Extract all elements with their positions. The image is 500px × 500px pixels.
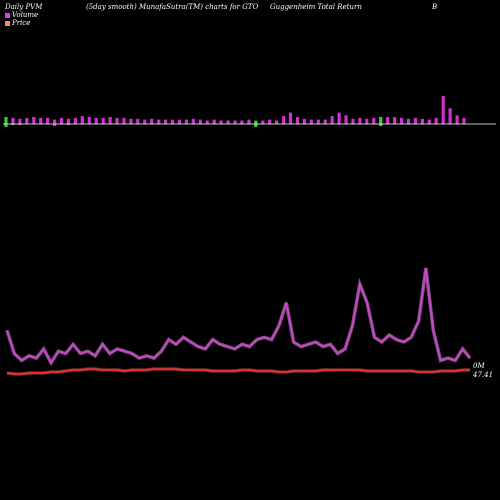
- volume-bar: [309, 119, 313, 124]
- volume-bar: [247, 119, 251, 124]
- legend-volume-swatch: [5, 12, 10, 18]
- volume-bar: [39, 117, 43, 124]
- volume-bar: [358, 117, 362, 124]
- volume-line: [6, 267, 471, 365]
- volume-bar: [115, 117, 119, 124]
- volume-bar: [295, 117, 300, 124]
- volume-bar: [59, 117, 64, 124]
- volume-bar: [184, 119, 188, 124]
- chart-title: (5day smooth) MunafaSutra(TM) charts for…: [86, 3, 259, 11]
- volume-bar: [406, 118, 411, 125]
- volume-bar: [268, 119, 272, 124]
- volume-bar: [261, 120, 265, 124]
- volume-bar: [212, 119, 216, 124]
- volume-bar-negative: [11, 124, 15, 125]
- volume-bar: [413, 117, 417, 124]
- volume-bar: [129, 118, 133, 125]
- volume-bar: [73, 117, 77, 124]
- volume-bar: [275, 120, 279, 124]
- volume-bar: [122, 117, 126, 124]
- volume-bar: [379, 117, 383, 124]
- volume-bar: [240, 120, 244, 124]
- volume-bar-negative: [4, 124, 8, 127]
- volume-bar: [87, 117, 91, 124]
- volume-bar: [372, 117, 376, 124]
- legend-price: Price: [5, 19, 30, 27]
- volume-bar: [302, 118, 306, 125]
- volume-bar: [170, 119, 175, 124]
- volume-bar: [233, 120, 237, 124]
- volume-bar: [393, 117, 397, 124]
- volume-bar: [164, 119, 168, 124]
- volume-bar: [323, 119, 327, 124]
- volume-bar: [143, 119, 147, 124]
- volume-bar: [150, 118, 154, 125]
- volume-bar-negative: [18, 124, 22, 125]
- volume-bar: [462, 117, 466, 124]
- volume-bar: [191, 118, 195, 125]
- volume-bar: [427, 119, 431, 124]
- volume-bar: [448, 108, 452, 125]
- volume-bar: [177, 119, 182, 124]
- fund-suffix: B: [432, 3, 438, 11]
- volume-bar-negative: [379, 124, 383, 126]
- volume-bar: [108, 117, 112, 124]
- volume-bar: [434, 117, 438, 124]
- volume-bar: [219, 120, 223, 124]
- volume-bar: [344, 115, 348, 125]
- volume-bar: [455, 115, 459, 125]
- volume-bar: [254, 120, 258, 124]
- volume-bar: [80, 116, 84, 124]
- volume-bar: [226, 120, 230, 124]
- volume-bar: [420, 118, 424, 125]
- legend-volume: Volume: [5, 11, 38, 19]
- volume-bar: [399, 117, 404, 124]
- volume-bar: [198, 119, 202, 124]
- volume-bar: [136, 118, 140, 125]
- volume-bar: [157, 119, 161, 124]
- volume-bar-negative: [53, 124, 57, 126]
- daily-title: Daily PVM: [5, 3, 43, 11]
- volume-bar: [46, 117, 50, 124]
- volume-bar: [18, 118, 22, 125]
- volume-bar: [316, 119, 320, 124]
- volume-bar: [386, 117, 390, 124]
- legend-volume-label: Volume: [12, 11, 39, 19]
- volume-bar: [365, 118, 369, 125]
- volume-bar: [25, 117, 29, 124]
- volume-end-label: 0M: [473, 362, 485, 370]
- volume-bar: [32, 117, 36, 124]
- volume-bar: [4, 117, 8, 124]
- legend-price-swatch: [5, 20, 10, 26]
- volume-bar: [441, 96, 445, 124]
- fund-name: Guggenheim Total Return: [270, 3, 362, 11]
- volume-bar: [66, 118, 71, 125]
- volume-bar: [288, 112, 293, 124]
- volume-bar-negative: [254, 124, 258, 127]
- legend-price-label: Price: [12, 19, 31, 27]
- price-line: [6, 368, 470, 375]
- volume-bar: [330, 116, 334, 124]
- volume-bar: [11, 117, 15, 124]
- price-end-label: 47.41: [472, 371, 493, 379]
- volume-bar: [53, 119, 57, 124]
- volume-bar: [351, 118, 355, 125]
- volume-bar: [205, 120, 209, 124]
- volume-bar-negative: [66, 124, 71, 125]
- volume-bar: [101, 117, 105, 124]
- volume-bar: [94, 117, 98, 124]
- volume-bar: [337, 112, 341, 124]
- volume-bar: [282, 116, 286, 124]
